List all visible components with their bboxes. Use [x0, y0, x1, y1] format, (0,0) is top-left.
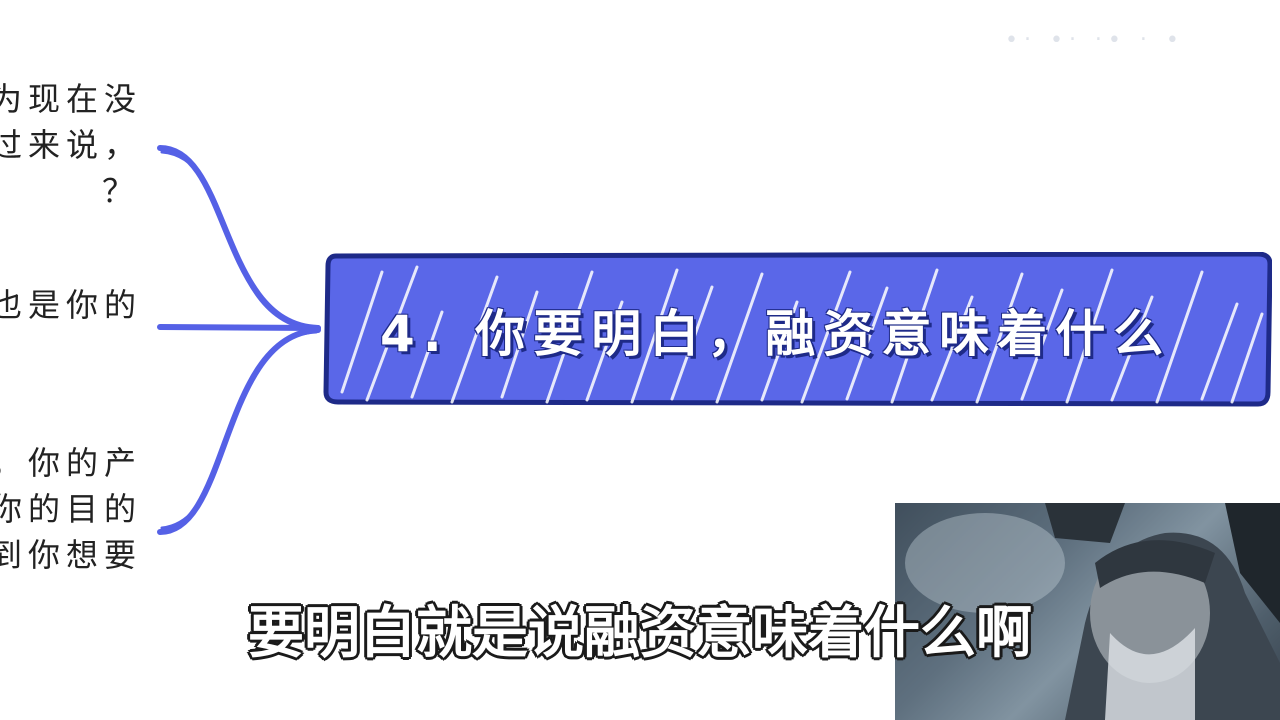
branch-3-line-2: 你的目的	[0, 490, 143, 528]
subtitle-text: 要明白就是说融资意味着什么啊	[248, 601, 1032, 666]
branch-3-line-1: ，你的产	[0, 444, 143, 482]
connector-top	[157, 145, 321, 331]
connector-bottom	[157, 327, 321, 535]
branch-3-line-3: 到你想要	[0, 536, 143, 574]
main-node-hatching	[340, 265, 1264, 404]
branch-1-line-3: ？	[101, 172, 140, 210]
video-subtitle: 要明白就是说融资意味着什么啊	[0, 588, 1280, 669]
connector-bottom-alt	[160, 330, 318, 530]
branch-text-3: ，你的产 你的目的 到你想要	[0, 440, 140, 578]
branch-text-2: 也是你的	[0, 282, 140, 328]
video-frame-image	[895, 503, 1280, 720]
speaker-video-thumbnail	[895, 503, 1280, 720]
connector-middle	[157, 324, 321, 331]
main-topic-node[interactable]: 4. 你要明白，融资意味着什么	[322, 252, 1272, 407]
main-node-shape	[323, 252, 1272, 407]
branch-1-line-2: 过来说，	[0, 126, 143, 164]
branch-text-1: 为现在没 过来说， ？	[0, 76, 140, 214]
faint-decoration-marks: •‧ •‧ ‧• ‧ •	[1005, 28, 1185, 53]
branch-2-line-1: 也是你的	[0, 286, 143, 324]
branch-1-line-1: 为现在没	[0, 80, 143, 118]
main-topic-title: 4. 你要明白，融资意味着什么	[380, 305, 1172, 363]
connector-top-alt	[160, 150, 318, 332]
